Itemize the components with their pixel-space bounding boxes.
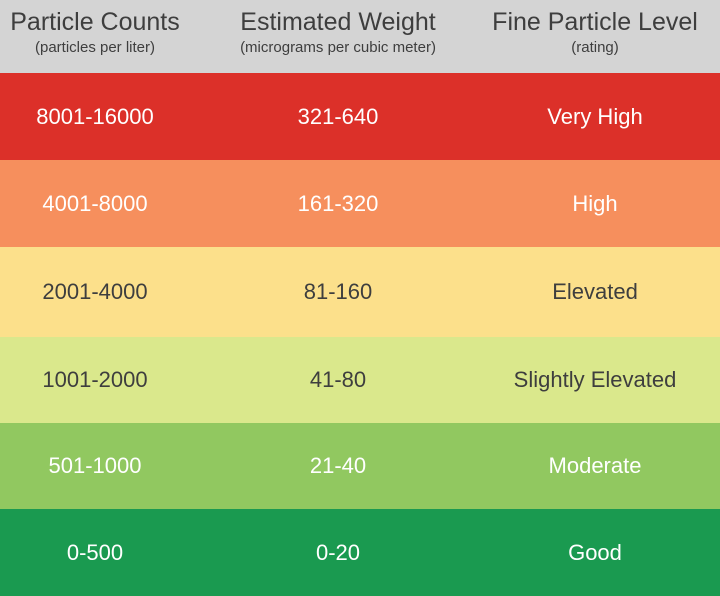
table-row-slightly-elevated: 1001-2000 41-80 Slightly Elevated [0,337,720,423]
fine-particle-level-cell: Very High [547,103,643,129]
table-row-high: 4001-8000 161-320 High [0,160,720,247]
table-row-moderate: 501-1000 21-40 Moderate [0,423,720,509]
table-header: Particle Counts (particles per liter) Es… [0,0,720,73]
estimated-weight-cell: 81-160 [303,279,373,304]
header-estimated-weight: Estimated Weight (micrograms per cubic m… [190,0,486,73]
particle-counts-cell: 4001-8000 [42,190,148,216]
header-fine-particle-level-subtitle: (rating) [571,39,619,56]
table-row-very-high: 8001-16000 321-640 Very High [0,73,720,160]
fine-particle-level-cell: Moderate [548,453,642,478]
fine-particle-level-cell: Slightly Elevated [513,367,677,392]
header-particle-counts: Particle Counts (particles per liter) [0,0,190,73]
particle-counts-cell: 2001-4000 [42,279,148,304]
particle-counts-cell: 501-1000 [48,453,142,478]
estimated-weight-cell: 41-80 [309,367,367,392]
estimated-weight-cell: 321-640 [297,103,379,129]
fine-particle-level-cell: High [572,190,618,216]
particle-counts-cell: 1001-2000 [42,367,148,392]
estimated-weight-cell: 21-40 [309,453,367,478]
table-row-elevated: 2001-4000 81-160 Elevated [0,247,720,337]
estimated-weight-cell: 0-20 [315,539,361,565]
header-fine-particle-level: Fine Particle Level (rating) [470,0,720,73]
fine-particle-level-cell: Good [568,539,622,565]
header-particle-counts-title: Particle Counts [10,8,180,36]
estimated-weight-cell: 161-320 [297,190,379,216]
header-estimated-weight-title: Estimated Weight [240,8,436,36]
particle-counts-cell: 8001-16000 [36,103,154,129]
header-fine-particle-level-title: Fine Particle Level [492,8,698,36]
header-particle-counts-subtitle: (particles per liter) [34,39,156,56]
particle-counts-cell: 0-500 [66,539,124,565]
fine-particle-level-cell: Elevated [552,279,638,304]
header-estimated-weight-subtitle: (micrograms per cubic meter) [240,39,436,56]
table-row-good: 0-500 0-20 Good [0,509,720,596]
